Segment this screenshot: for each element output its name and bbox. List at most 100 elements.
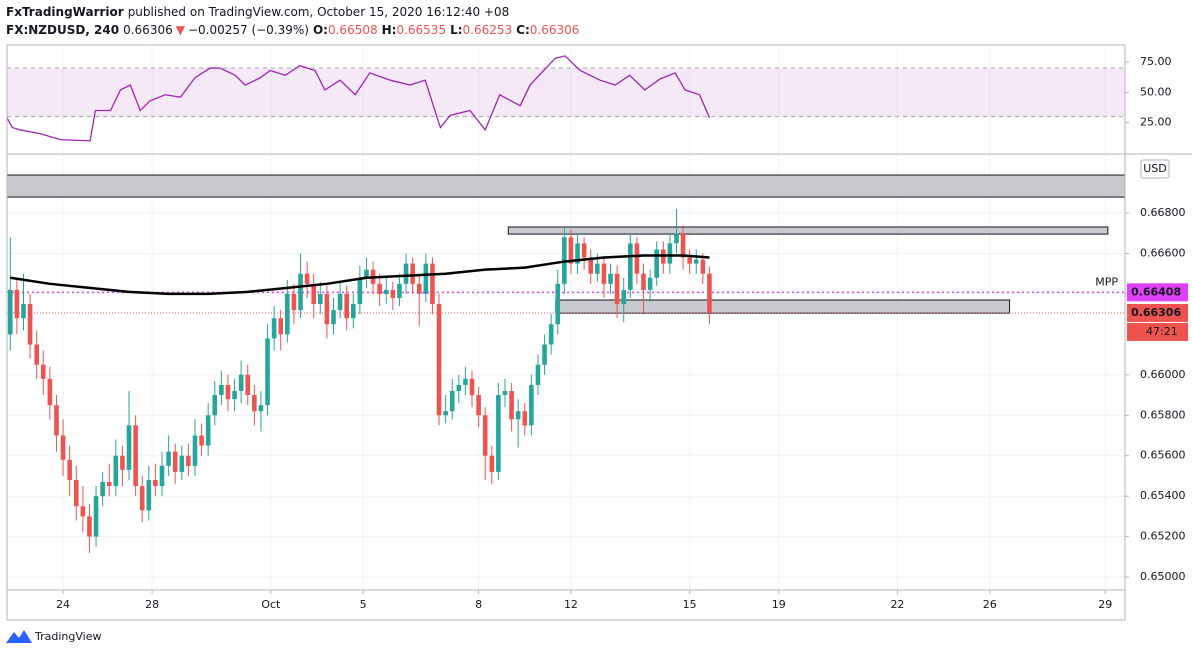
mpp-label: MPP (1095, 275, 1118, 288)
moving-average (10, 254, 710, 296)
candle-body (608, 273, 613, 284)
candle-body (397, 283, 402, 298)
candle-body (179, 455, 185, 472)
candle-body (80, 506, 86, 517)
candle-body (199, 435, 204, 446)
x-tick-label: 22 (890, 598, 904, 611)
candle-body (634, 243, 640, 274)
y-tick-label: 50.00 (1140, 85, 1172, 98)
candle-body (515, 411, 521, 420)
candle-body (60, 435, 66, 460)
y-tick-label: 0.65600 (1140, 449, 1186, 462)
candle-body (548, 324, 554, 345)
candle-body (641, 273, 646, 290)
candle-body (687, 257, 692, 264)
candle-body (403, 263, 409, 284)
candle-body (285, 293, 290, 335)
candle-body (344, 293, 349, 319)
candle-body (245, 374, 251, 396)
arrow: ▼ (176, 23, 186, 37)
candle-body (120, 455, 125, 470)
candle-body (377, 283, 382, 294)
zone (6, 174, 1126, 198)
candle-body (265, 338, 270, 406)
candle-body (278, 318, 284, 335)
candle-body (324, 293, 330, 325)
candle-body (568, 237, 574, 264)
frame-border (6, 44, 1126, 621)
candle-body (463, 378, 468, 385)
candle-body (318, 293, 323, 305)
rsi-band (7, 68, 1125, 117)
candle-body (423, 263, 429, 294)
candle-body (186, 455, 191, 466)
x-tick-label: Oct (261, 598, 281, 611)
candle-body (529, 384, 534, 426)
logo-icon (6, 630, 32, 643)
candle-body (106, 482, 112, 487)
candle-body (383, 289, 389, 294)
candle-body (416, 283, 422, 294)
last-price-box (1127, 303, 1188, 322)
y-tick-label: 0.65000 (1140, 570, 1186, 583)
candle-body (73, 479, 79, 507)
x-tick-label: 5 (360, 598, 367, 611)
overlay: 0.65000 0.65200 0.65400 0.65600 0.65800 0.660… (1127, 55, 1188, 583)
x-tick-label: 24 (56, 598, 70, 611)
candle-body (693, 259, 699, 264)
ohlc-value: 0.66508 (328, 23, 378, 37)
ohlc-value: 0.66253 (463, 23, 513, 37)
countdown: 47:21 (1146, 325, 1178, 338)
candle-body (337, 293, 343, 311)
candle-body (700, 259, 706, 274)
candle-body (139, 486, 145, 511)
published: published on TradingView.com, October 15… (128, 5, 510, 19)
candle-body (205, 415, 211, 446)
candle-body (654, 249, 659, 278)
y-tick-label: 75.00 (1140, 55, 1172, 68)
mpp-price: 0.66408 (1131, 285, 1181, 298)
y-tick-label: 0.66800 (1140, 206, 1186, 219)
candle-body (146, 479, 152, 511)
frame (6, 44, 1192, 621)
candle-body (542, 344, 547, 365)
candle-body (364, 269, 369, 278)
y-tick-label: 25.00 (1140, 116, 1172, 129)
candle-body (476, 395, 481, 416)
rsi-line (6, 55, 711, 142)
change: −0.00257 (−0.39%) (188, 23, 309, 37)
candle-body (166, 451, 171, 466)
author: FxTradingWarrior (6, 5, 124, 19)
y-tick-label: 0.65200 (1140, 530, 1186, 543)
candle-body (252, 395, 257, 412)
mpp-price-box (1127, 283, 1188, 302)
candle-body (14, 289, 20, 319)
candle-body (614, 273, 620, 305)
ohlc-label: O: (313, 23, 328, 37)
candle-body (667, 243, 673, 264)
y-tick-label: 0.66000 (1140, 368, 1186, 381)
candle-body (509, 391, 514, 420)
candle-body (192, 435, 198, 466)
candle-body (153, 479, 158, 487)
candle-body (522, 411, 528, 426)
ohlc-label: H: (382, 23, 397, 37)
candle-body (588, 257, 594, 274)
x-tick-label: 28 (145, 598, 159, 611)
candle-body (47, 378, 53, 406)
candle-body (100, 482, 105, 497)
candle-body (350, 304, 356, 319)
x-tick-label: 12 (564, 598, 578, 611)
candle-body (647, 277, 653, 290)
candle-body (674, 233, 679, 244)
last: 0.66306 (123, 23, 173, 37)
candle-body (357, 277, 363, 305)
candle-body (581, 243, 587, 258)
candle-body (331, 310, 336, 325)
candle-body (456, 384, 462, 392)
candle-body (212, 395, 218, 416)
candle-body (126, 425, 132, 470)
candle-body (595, 263, 600, 274)
candle-body (304, 273, 310, 284)
brand: TradingView (34, 630, 101, 643)
